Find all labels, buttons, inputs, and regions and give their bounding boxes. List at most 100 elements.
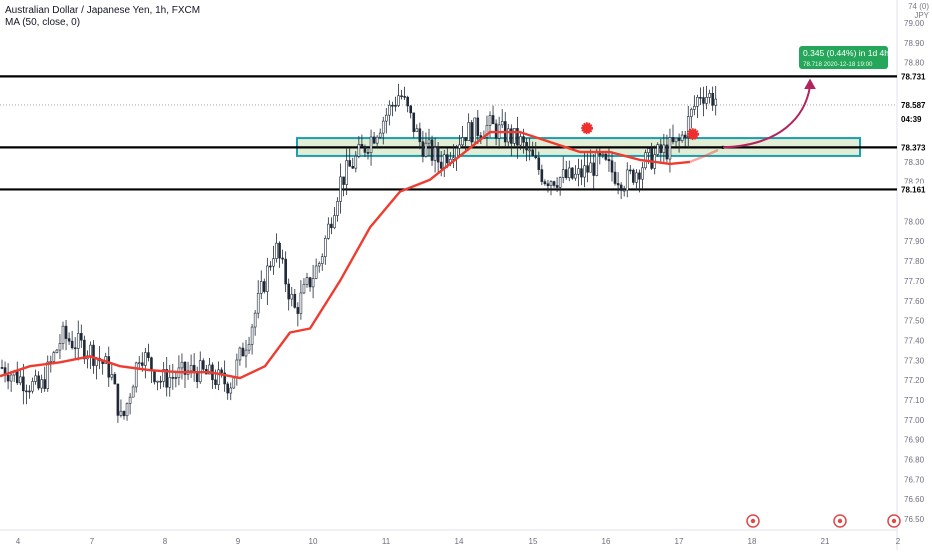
- candle-body: [262, 281, 266, 292]
- candle-body: [28, 390, 31, 393]
- candle: [616, 172, 620, 195]
- candle: [345, 148, 348, 195]
- time-tick-label: 10: [309, 537, 318, 546]
- candle-body: [479, 135, 483, 138]
- time-tick-label: 11: [382, 537, 391, 546]
- candle: [357, 136, 361, 159]
- candle-body: [296, 307, 300, 314]
- candle-body: [442, 154, 446, 169]
- candle: [317, 261, 321, 273]
- candle: [330, 217, 333, 235]
- candle: [693, 95, 696, 116]
- candle-body: [43, 379, 47, 389]
- candle-body: [461, 137, 464, 146]
- candle-body: [635, 172, 638, 183]
- candle: [314, 258, 318, 280]
- candle-body: [641, 167, 644, 180]
- candle: [339, 163, 342, 214]
- candle: [421, 130, 425, 163]
- symbol-title[interactable]: Australian Dollar / Japanese Yen, 1h, FX…: [5, 5, 201, 16]
- candle-body: [424, 142, 428, 157]
- candle: [491, 105, 495, 125]
- price-level-tag-bg: [899, 141, 932, 154]
- ma-indicator-label[interactable]: MA (50, close, 0): [5, 17, 81, 28]
- candle-body: [403, 96, 406, 98]
- candle: [549, 180, 553, 196]
- candle: [528, 138, 531, 161]
- candle: [503, 112, 507, 147]
- candle-body: [189, 365, 193, 372]
- candle: [689, 107, 693, 129]
- candle-body: [540, 169, 544, 182]
- candle-body: [156, 380, 159, 383]
- candle-body: [293, 293, 297, 308]
- candle: [229, 382, 233, 401]
- candle-body: [452, 157, 455, 160]
- candle: [452, 144, 455, 168]
- price-tick-label: 77.80: [904, 257, 925, 266]
- candle: [397, 83, 400, 107]
- candle: [610, 153, 614, 182]
- price-level-tag: 78.731: [899, 70, 932, 83]
- candle: [125, 402, 129, 421]
- candle: [564, 160, 568, 180]
- candle-body: [430, 139, 434, 161]
- event-icon-dot: [750, 518, 756, 524]
- candle-body: [76, 333, 80, 349]
- candle-body: [290, 293, 294, 300]
- candle-body: [269, 265, 272, 268]
- candle: [278, 241, 281, 268]
- candle-body: [400, 95, 403, 98]
- candle-body: [656, 144, 660, 155]
- candle-body: [375, 136, 379, 144]
- candle: [259, 270, 263, 300]
- candle: [327, 217, 330, 240]
- candle: [580, 159, 583, 186]
- candle: [217, 361, 220, 391]
- price-tick-label: 77.30: [904, 356, 925, 365]
- candle: [351, 157, 355, 170]
- price-tick-label: 77.90: [904, 237, 925, 246]
- price-tick-label: 78.00: [904, 217, 925, 226]
- candle-body: [247, 343, 251, 351]
- candle-body: [397, 95, 400, 106]
- candle: [659, 138, 663, 164]
- candle: [650, 142, 653, 170]
- candle: [366, 148, 370, 160]
- time-tick-label: 21: [821, 537, 830, 546]
- countdown-tag-text: 04:39: [901, 115, 922, 124]
- candle: [46, 355, 50, 392]
- candle: [147, 343, 150, 362]
- price-level-tag: 78.373: [899, 141, 932, 154]
- candle-body: [555, 185, 559, 188]
- candle: [500, 109, 504, 129]
- candle-body: [244, 349, 248, 357]
- candle-body: [427, 139, 431, 144]
- candle: [177, 355, 181, 386]
- candle-body: [6, 375, 10, 382]
- candle: [656, 142, 660, 158]
- price-tick-label: 77.70: [904, 277, 925, 286]
- candle: [238, 346, 242, 366]
- candle: [662, 133, 666, 163]
- candles: [0, 83, 718, 423]
- price-axis-ticks: 79.0078.9078.8078.6078.5078.3078.2078.00…: [904, 19, 925, 524]
- candle: [604, 152, 608, 162]
- candle-body: [272, 258, 275, 267]
- candle: [430, 135, 434, 166]
- candle: [211, 362, 214, 389]
- candle: [708, 89, 711, 104]
- candle: [400, 89, 403, 100]
- candle-body: [677, 137, 681, 141]
- candle-body: [67, 338, 71, 342]
- candle: [37, 371, 40, 391]
- candle-body: [567, 167, 571, 179]
- price-tick-label: 77.00: [904, 416, 925, 425]
- candle-body: [564, 169, 568, 179]
- candle-body: [409, 105, 413, 114]
- candle: [305, 272, 309, 288]
- candle: [577, 158, 580, 187]
- candle: [473, 117, 477, 143]
